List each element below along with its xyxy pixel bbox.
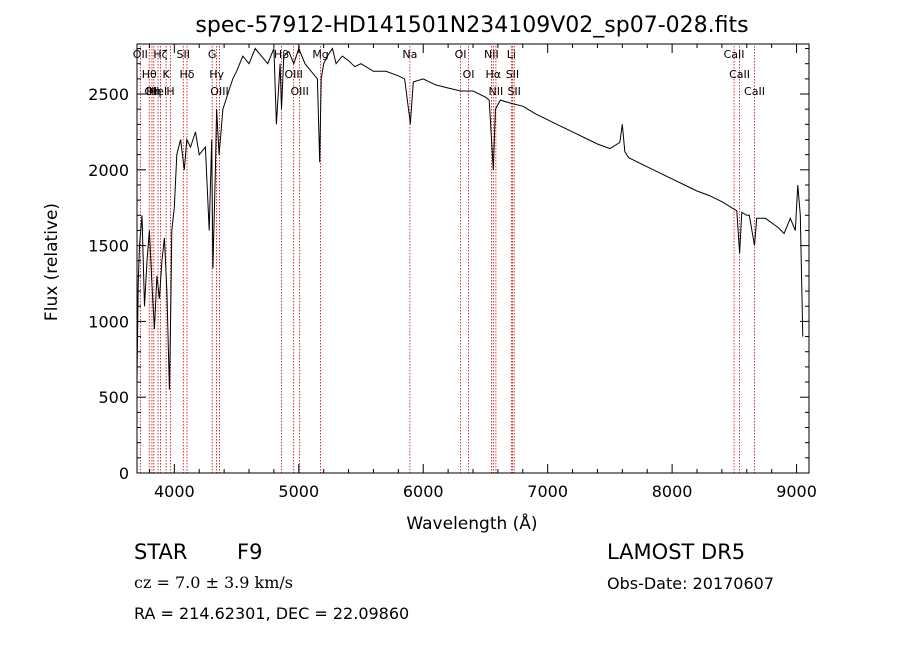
spectral-line-label: SII [506,68,519,81]
spectral-line-label: Hα [486,68,502,81]
spectral-line-label: K [163,68,171,81]
spectral-line-label: CaII [724,48,745,61]
spectral-line-markers [139,46,755,473]
spectral-line-label: G [208,48,217,61]
spectral-line-label: SII [177,48,190,61]
spectral-line-label: SII [507,85,520,98]
spectral-line-label: H [166,85,174,98]
spectral-line-label: Hθ [142,68,157,81]
spectral-line-label: CaII [729,68,750,81]
y-tick-label: 2000 [88,161,129,180]
spectral-line-label: Hγ [209,68,224,81]
x-tick-label: 7000 [527,482,568,501]
spectral-line-label: OIII [284,68,302,81]
y-axis-ticks: 0 500 1000 1500 2000 2500 [88,48,809,483]
y-tick-label: 1500 [88,237,129,256]
spectral-line-label: OIII [210,85,228,98]
chart-title: spec-57912-HD141501N234109V02_sp07-028.f… [195,13,748,38]
spectrum-line [136,47,804,390]
spectral-line-label: OII [144,85,159,98]
spectral-line-labels: OIIHθOIIHηHeIHζKHSIIHδGHγOIIIHβOIIIOIIIM… [133,48,765,98]
coordinates: RA = 214.62301, DEC = 22.09860 [134,604,410,623]
spectral-line-label: Na [402,48,417,61]
x-axis-label: Wavelength (Å) [406,512,537,534]
x-tick-label: 6000 [403,482,444,501]
x-axis-ticks: 4000 5000 6000 7000 8000 9000 [148,44,817,501]
spectral-line-label: Li [507,48,516,61]
x-tick-label: 4000 [154,482,195,501]
spectral-line-label: OII [133,48,148,61]
x-tick-label: 5000 [278,482,319,501]
y-tick-label: 1000 [88,312,129,331]
spectral-line-label: NII [489,85,504,98]
redshift-velocity: cz = 7.0 ± 3.9 km/s [134,573,293,592]
survey-name: LAMOST DR5 [607,540,746,564]
spectral-line-label: OI [463,68,475,81]
object-subclass: F9 [237,540,263,564]
spectral-line-label: Hδ [180,68,195,81]
y-tick-label: 2500 [88,85,129,104]
y-axis-label: Flux (relative) [42,203,62,321]
spectral-line-label: NII [484,48,499,61]
spectral-line-label: OIII [290,85,308,98]
spectral-line-label: HeI [149,85,167,98]
spectral-line-label: OI [455,48,467,61]
y-tick-label: 500 [98,388,129,407]
observation-date: Obs-Date: 20170607 [607,574,775,593]
y-tick-label: 0 [119,464,129,483]
spectral-line-label: Mg [312,48,328,61]
plot-frame [136,43,810,474]
x-tick-label: 9000 [776,482,817,501]
x-tick-label: 8000 [652,482,693,501]
spectral-line-label: CaII [744,85,765,98]
spectral-line-label: Hη [146,85,161,98]
spectral-line-label: Hζ [153,48,167,61]
spectral-line-label: Hβ [274,48,289,61]
object-class: STAR [134,540,188,564]
